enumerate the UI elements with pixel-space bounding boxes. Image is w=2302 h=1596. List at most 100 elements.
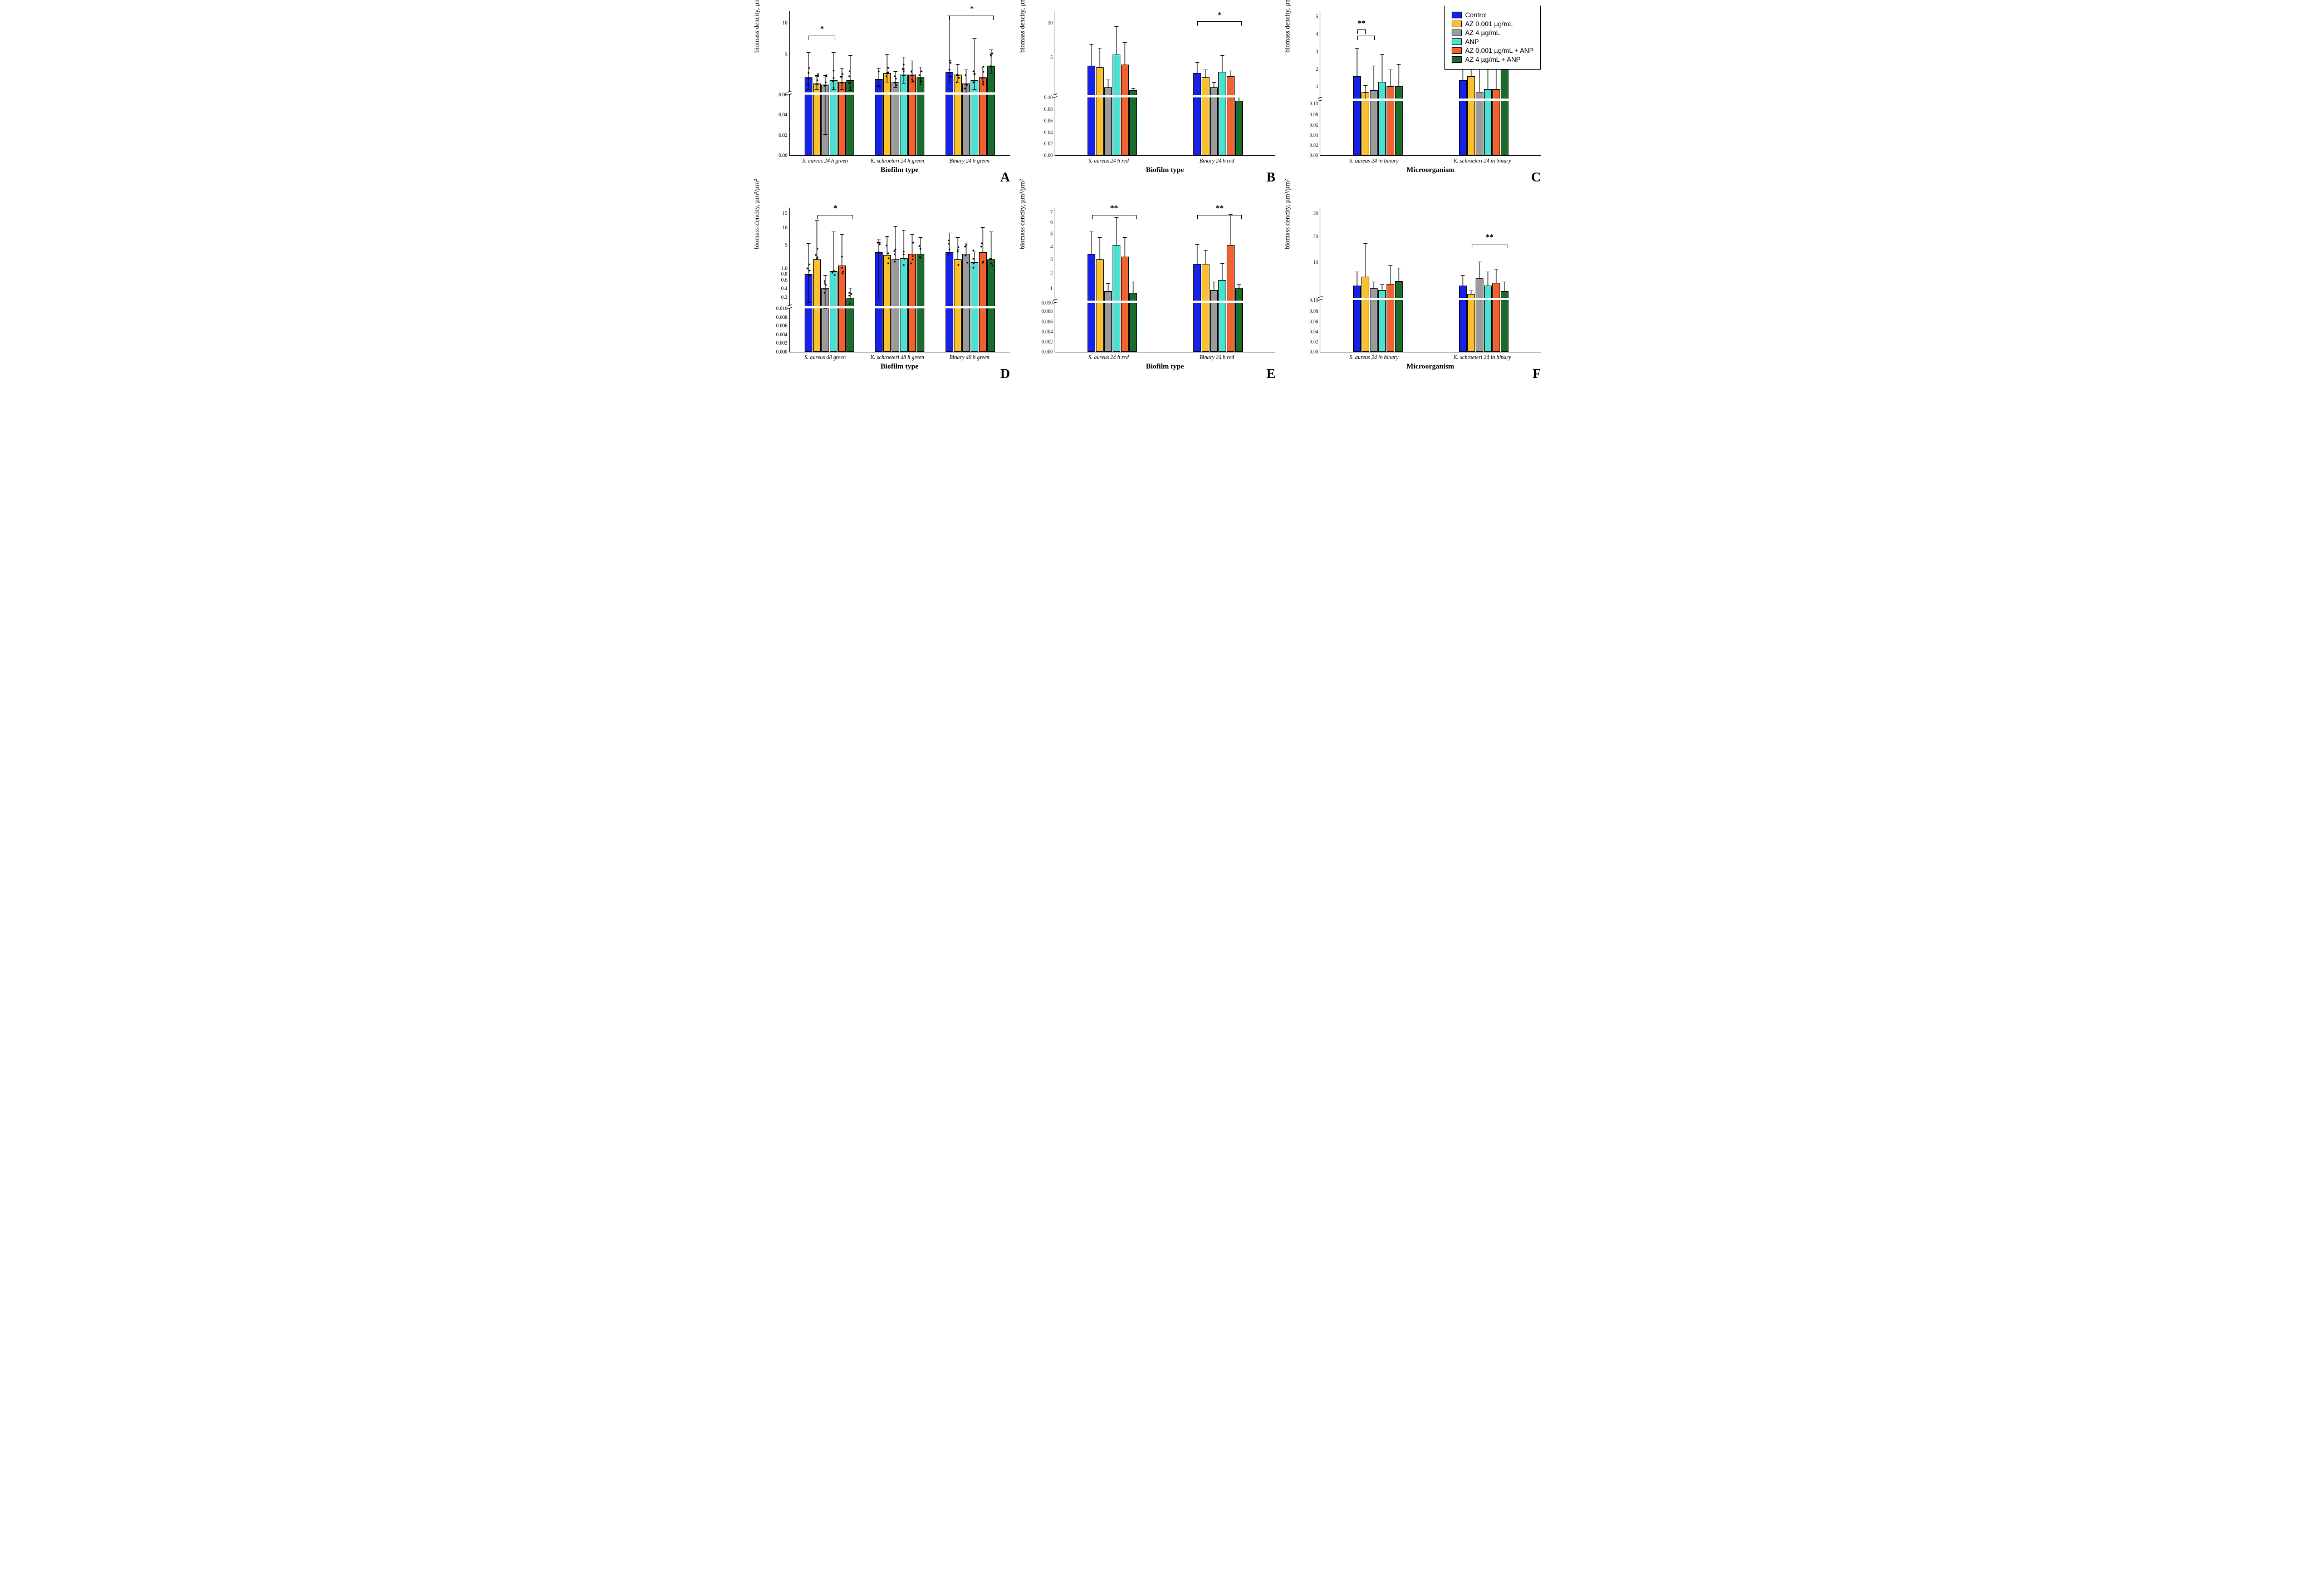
y-tick: 0.004 xyxy=(776,332,787,337)
bar xyxy=(971,80,978,155)
y-tick: 10 xyxy=(782,225,787,230)
y-tick: 4 xyxy=(1316,31,1319,37)
plot-area: 0.000.020.040.06510** xyxy=(789,11,1010,156)
y-axis-label: biomass dencity, µm³/µm² xyxy=(1284,179,1292,249)
bar xyxy=(821,85,829,155)
y-tick: 0.02 xyxy=(1044,141,1053,146)
bar xyxy=(1484,286,1492,352)
bar xyxy=(830,80,837,155)
y-tick: 20 xyxy=(1313,234,1318,239)
bar xyxy=(1492,283,1500,352)
legend-item: Control xyxy=(1452,11,1534,19)
x-tick-label: Binary 24 h green xyxy=(933,158,1006,164)
significance-bracket xyxy=(817,215,853,219)
axis-break xyxy=(1318,97,1323,101)
y-tick: 0.002 xyxy=(1041,339,1052,345)
y-tick: 0.000 xyxy=(776,349,787,355)
legend-swatch xyxy=(1452,30,1462,36)
bar xyxy=(979,77,987,155)
legend-swatch xyxy=(1452,12,1462,18)
x-tick-label: K. schroeteri 24 h green xyxy=(861,158,934,164)
bar xyxy=(1353,76,1361,155)
panel-A: biomass dencity, µm³/µm²0.000.020.040.06… xyxy=(761,11,1010,185)
bar xyxy=(1121,65,1129,155)
x-axis-title: Microorganism xyxy=(1292,362,1541,371)
y-tick: 7 xyxy=(1050,209,1053,215)
bar xyxy=(987,259,995,352)
bar xyxy=(830,271,837,352)
bar xyxy=(875,252,883,352)
bar xyxy=(1121,257,1129,352)
bar-group xyxy=(1353,208,1403,352)
y-tick: 0.00 xyxy=(1044,153,1053,158)
plot-area: 0.000.020.040.060.080.10102030** xyxy=(1320,208,1541,352)
y-tick: 0.008 xyxy=(1041,308,1052,314)
x-labels: S. aureus 48 greenK. schroeteri 48 h gre… xyxy=(761,352,1010,361)
x-axis-title: Biofilm type xyxy=(1027,165,1276,174)
legend-label: AZ 4 µg/mL + ANP xyxy=(1465,56,1521,63)
y-tick: 3 xyxy=(1316,49,1319,55)
y-tick: 0.008 xyxy=(776,315,787,320)
significance-bracket xyxy=(809,36,835,40)
y-tick: 5 xyxy=(1316,14,1319,19)
bar xyxy=(1104,87,1112,155)
x-labels: S. aureus 24 h redBinary 24 h red xyxy=(1027,156,1276,164)
y-tick: 0.00 xyxy=(1310,153,1319,158)
bar xyxy=(1378,82,1386,155)
bar xyxy=(1235,288,1243,352)
legend-item: AZ 0.001 µg/mL + ANP xyxy=(1452,47,1534,55)
y-tick: 0.10 xyxy=(1044,95,1053,100)
panel-letter: A xyxy=(1000,170,1010,185)
bar xyxy=(1501,67,1508,155)
bar xyxy=(1395,86,1403,155)
y-tick: 0.000 xyxy=(1041,349,1052,355)
bar xyxy=(1459,80,1467,155)
y-axis-label: biomass dencity, µm³/µm² xyxy=(753,0,761,53)
legend-swatch xyxy=(1452,21,1462,27)
significance-bracket xyxy=(1472,244,1507,248)
significance-label: * xyxy=(1218,11,1222,20)
plot-area: 0.0000.0020.0040.0060.0080.0100.20.40.60… xyxy=(789,208,1010,352)
bar xyxy=(1235,101,1243,155)
significance-label: * xyxy=(834,204,837,213)
y-tick: 0.6 xyxy=(781,277,787,283)
bar xyxy=(1218,280,1226,352)
bar xyxy=(1501,291,1508,352)
y-tick: 0.06 xyxy=(778,92,787,97)
bar xyxy=(1096,67,1104,155)
bar xyxy=(883,73,891,155)
panel-letter: C xyxy=(1531,170,1541,185)
y-tick: 0.08 xyxy=(1310,112,1319,117)
x-axis-title: Biofilm type xyxy=(1027,362,1276,371)
bar xyxy=(1459,286,1467,352)
bar xyxy=(1113,245,1120,352)
bar xyxy=(1467,76,1475,155)
y-tick: 0.010 xyxy=(1041,300,1052,306)
y-tick: 0.04 xyxy=(1310,329,1319,335)
bar-group xyxy=(875,11,924,155)
x-tick-label: S. aureus 24 in binary xyxy=(1320,158,1428,164)
legend-label: ANP xyxy=(1465,38,1479,46)
bar xyxy=(908,254,916,352)
significance-label: ** xyxy=(1110,204,1118,213)
x-axis-title: Biofilm type xyxy=(761,165,1010,174)
bar xyxy=(805,274,812,352)
y-tick: 1.0 xyxy=(781,266,787,271)
bar xyxy=(1387,86,1394,155)
y-tick: 1 xyxy=(1316,84,1319,89)
y-tick: 0.02 xyxy=(778,132,787,138)
legend-swatch xyxy=(1452,38,1462,45)
significance-label: * xyxy=(970,5,974,14)
legend-item: ANP xyxy=(1452,38,1534,46)
panel-D: biomass dencity, µm³/µm²0.0000.0020.0040… xyxy=(761,208,1010,382)
y-axis-label: biomass dencity, µm³/µm² xyxy=(753,179,761,249)
bar xyxy=(875,79,883,155)
legend-swatch xyxy=(1452,47,1462,54)
panel-letter: E xyxy=(1266,367,1275,382)
panel-letter: F xyxy=(1532,367,1541,382)
x-tick-label: S. aureus 24 in binary xyxy=(1320,355,1428,361)
y-tick: 0.006 xyxy=(776,323,787,328)
bar xyxy=(1218,72,1226,155)
bar xyxy=(821,288,829,352)
y-tick: 0.10 xyxy=(1310,101,1319,106)
